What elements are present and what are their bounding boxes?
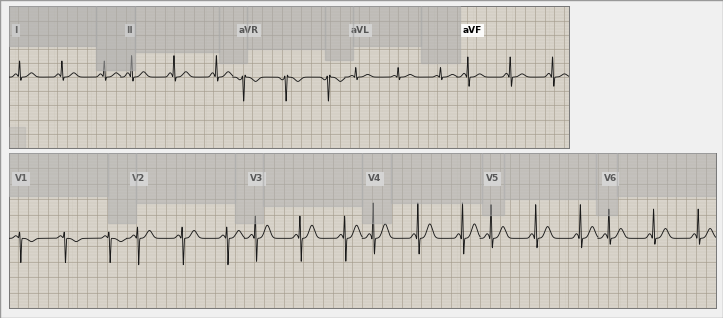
Bar (263, 153, 362, 206)
Text: V5: V5 (486, 175, 499, 183)
Bar (362, 153, 390, 223)
Bar (9, 153, 108, 196)
Text: V3: V3 (250, 175, 263, 183)
Bar (354, 6, 421, 46)
Bar (9, 127, 25, 148)
Bar (390, 153, 482, 203)
Bar (108, 153, 136, 223)
Bar (421, 6, 460, 63)
Bar (95, 6, 134, 70)
Text: II: II (127, 26, 133, 35)
Bar (596, 153, 617, 215)
Bar (504, 153, 596, 199)
Bar (482, 153, 504, 215)
Bar (136, 153, 235, 203)
Text: aVR: aVR (239, 26, 259, 35)
Bar (219, 6, 247, 63)
Text: aVL: aVL (351, 26, 369, 35)
Bar (9, 6, 95, 46)
Text: aVF: aVF (463, 26, 482, 35)
Text: V6: V6 (604, 175, 617, 183)
Text: V2: V2 (132, 175, 145, 183)
Text: I: I (14, 26, 18, 35)
Bar (134, 6, 219, 52)
Text: V1: V1 (14, 175, 27, 183)
Bar (235, 153, 263, 223)
Text: V4: V4 (368, 175, 382, 183)
Bar (247, 6, 325, 49)
Bar (617, 153, 716, 196)
Bar (325, 6, 354, 60)
